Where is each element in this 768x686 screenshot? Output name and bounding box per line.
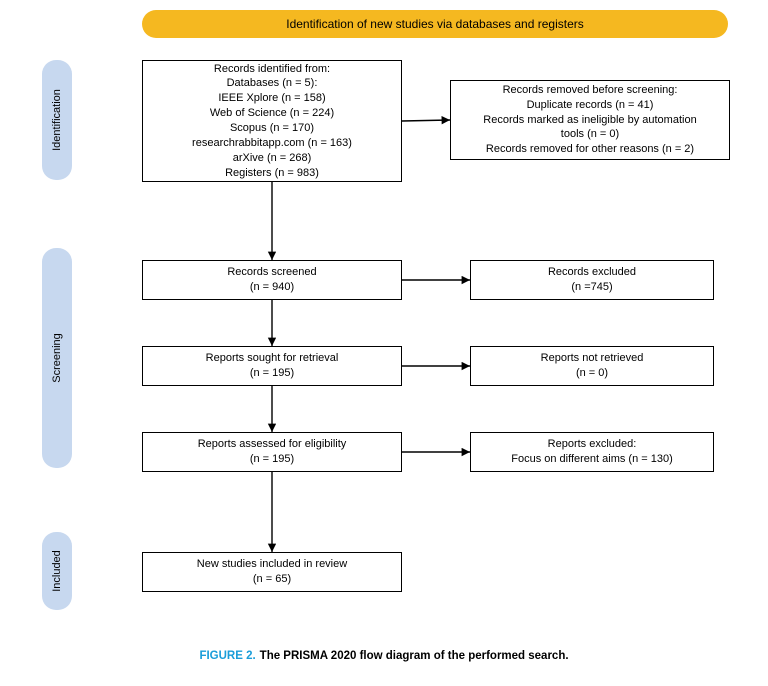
box-line: Scopus (n = 170) [230,121,314,136]
box-line: IEEE Xplore (n = 158) [218,91,325,106]
box-line: Records removed for other reasons (n = 2… [486,142,694,157]
box-line: (n = 65) [253,572,291,587]
box-line: Reports sought for retrieval [206,351,339,366]
box-line: Records excluded [548,265,636,280]
tab-included: Included [42,532,72,610]
figure-label: FIGURE 2. [199,650,255,662]
box-line: (n = 0) [576,366,608,381]
box-line: Focus on different aims (n = 130) [511,452,673,467]
tab-included-label: Included [51,550,63,592]
box-line: tools (n = 0) [561,127,619,142]
box-retrieval: Reports sought for retrieval(n = 195) [142,346,402,386]
box-line: researchrabbitapp.com (n = 163) [192,136,352,151]
box-removed: Records removed before screening:Duplica… [450,80,730,160]
box-line: Duplicate records (n = 41) [527,98,654,113]
box-line: Registers (n = 983) [225,166,319,181]
box-excluded: Records excluded(n =745) [470,260,714,300]
header-text: Identification of new studies via databa… [286,17,584,31]
box-identified: Records identified from:Databases (n = 5… [142,60,402,182]
figure-text: The PRISMA 2020 flow diagram of the perf… [260,650,569,662]
tab-screening: Screening [42,248,72,468]
box-reports_excluded: Reports excluded:Focus on different aims… [470,432,714,472]
prisma-diagram: Identification of new studies via databa… [0,0,768,686]
figure-caption: FIGURE 2. The PRISMA 2020 flow diagram of… [0,650,768,662]
tab-identification-label: Identification [51,89,63,151]
box-line: Records removed before screening: [503,83,678,98]
tab-screening-label: Screening [51,333,63,383]
box-line: arXive (n = 268) [233,151,312,166]
box-line: Records marked as ineligible by automati… [483,113,696,128]
box-line: Records screened [227,265,316,280]
box-notretrieved: Reports not retrieved(n = 0) [470,346,714,386]
box-line: (n = 940) [250,280,294,295]
box-line: Reports excluded: [548,437,637,452]
box-line: Web of Science (n = 224) [210,106,334,121]
box-line: New studies included in review [197,557,347,572]
box-assessed: Reports assessed for eligibility(n = 195… [142,432,402,472]
box-line: Reports not retrieved [541,351,644,366]
box-included_box: New studies included in review(n = 65) [142,552,402,592]
box-line: Reports assessed for eligibility [198,437,347,452]
box-screened: Records screened(n = 940) [142,260,402,300]
header-bar: Identification of new studies via databa… [142,10,728,38]
box-line: (n = 195) [250,366,294,381]
box-line: Databases (n = 5): [227,76,318,91]
box-line: (n =745) [571,280,612,295]
tab-identification: Identification [42,60,72,180]
box-line: Records identified from: [214,62,330,77]
box-line: (n = 195) [250,452,294,467]
